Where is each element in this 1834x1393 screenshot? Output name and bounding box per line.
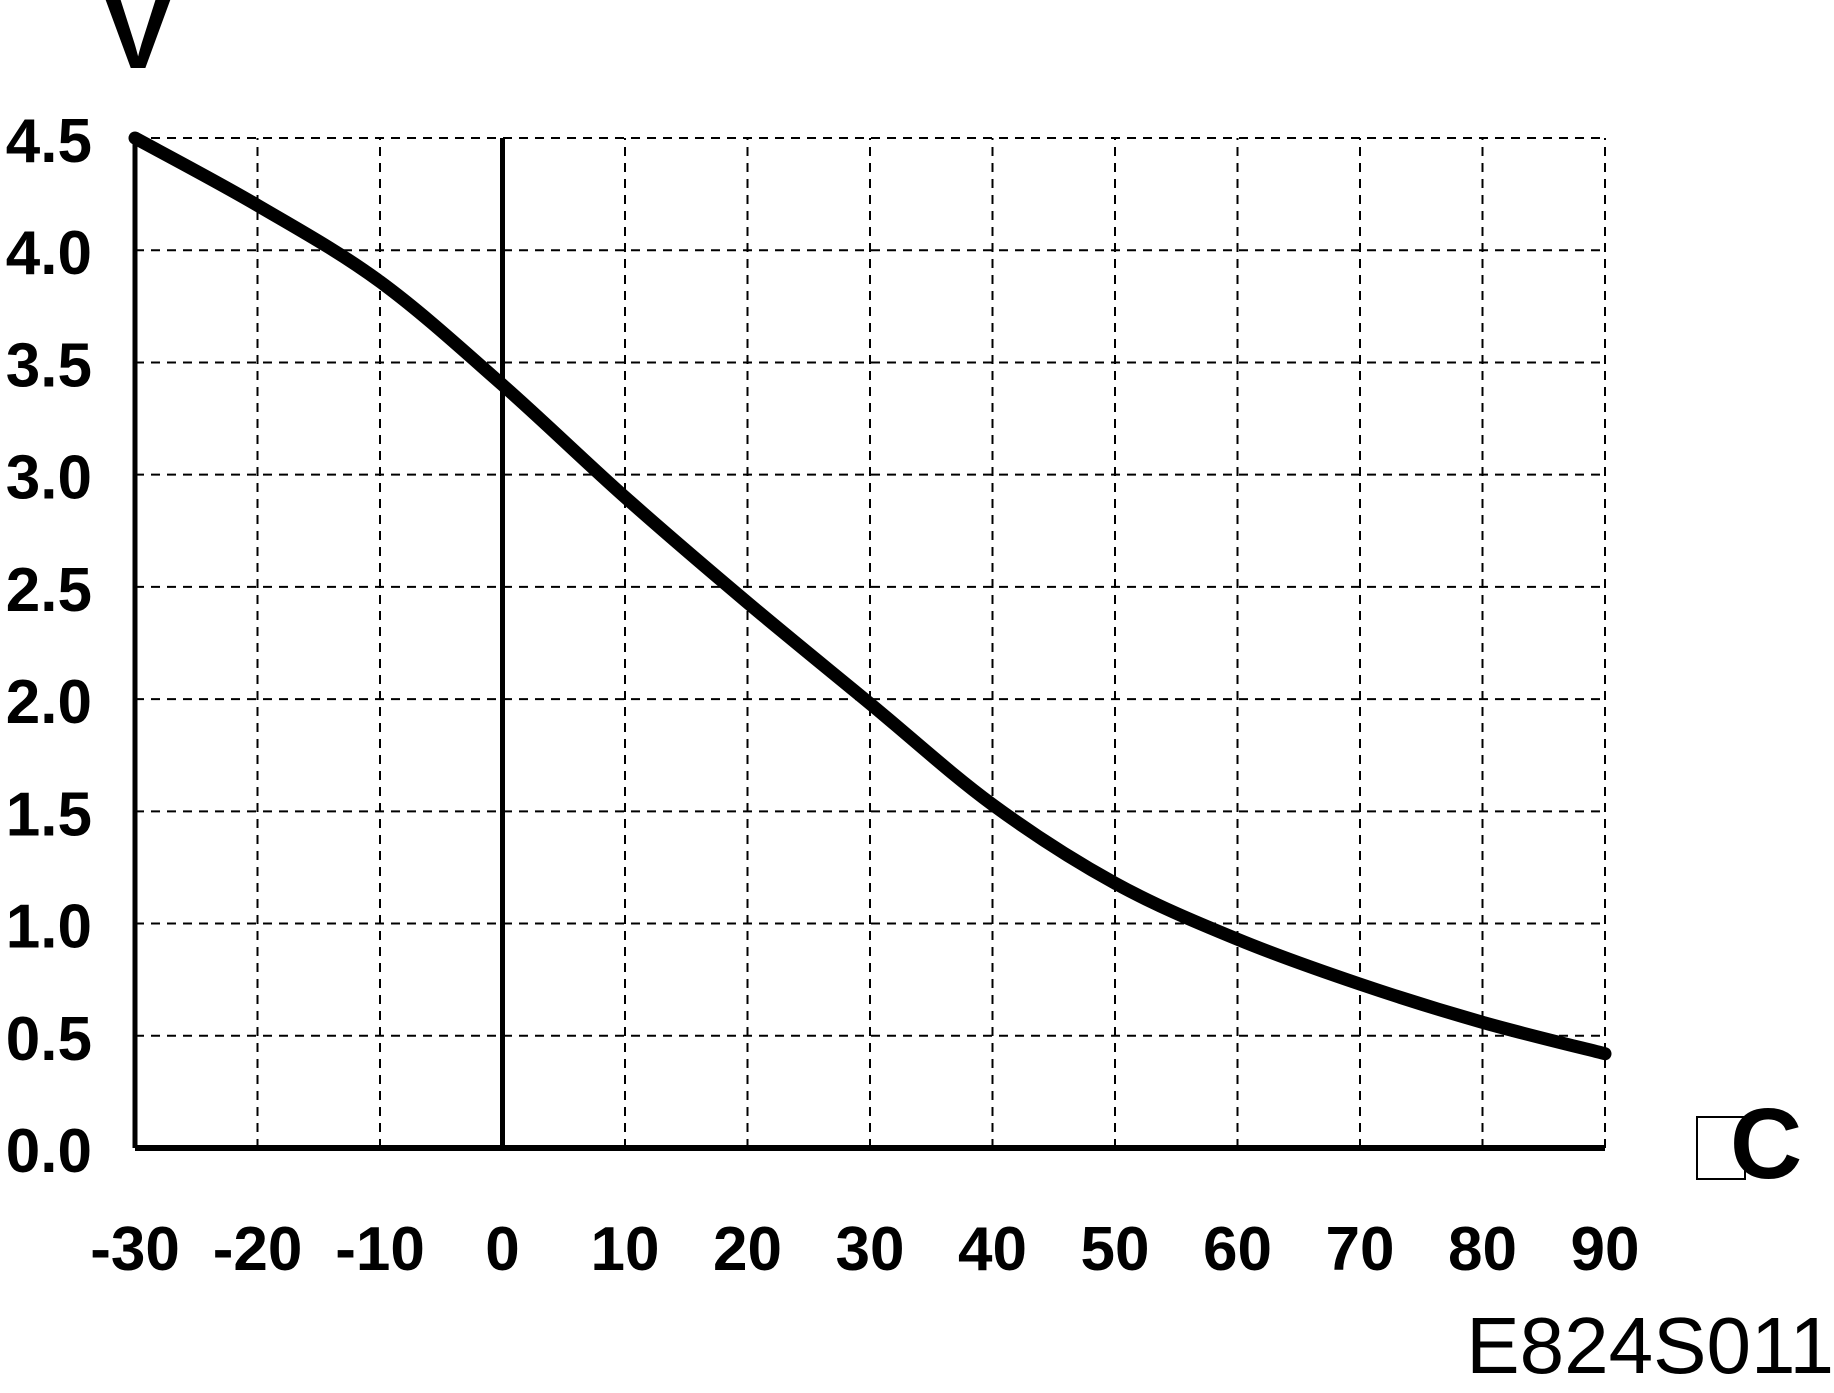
- grid: [135, 137, 1606, 1148]
- y-tick-label: 1.0: [6, 893, 92, 962]
- x-tick-label: 70: [1326, 1215, 1395, 1284]
- x-tick-label: 0: [485, 1215, 519, 1284]
- series-line-0: [128, 131, 1612, 1061]
- x-tick-label: 60: [1203, 1215, 1272, 1284]
- axes: [132, 138, 1605, 1151]
- x-tick-label: 40: [958, 1215, 1027, 1284]
- y-tick-label: 2.5: [6, 556, 92, 625]
- figure-code: E824S011: [1466, 1301, 1834, 1390]
- x-axis-label: C: [1730, 1088, 1802, 1200]
- x-tick-label: 20: [713, 1215, 782, 1284]
- y-tick-label: 0.0: [6, 1117, 92, 1186]
- x-tick-label: -30: [90, 1215, 180, 1284]
- y-tick-labels: 4.5 4.0 3.5 3.0 2.5 2.0 1.5 1.0 0.5 0.0: [6, 107, 92, 1186]
- x-tick-label: 10: [591, 1215, 660, 1284]
- y-tick-label: 1.5: [6, 780, 92, 849]
- x-tick-label: 90: [1571, 1215, 1640, 1284]
- y-tick-label: 2.0: [6, 668, 92, 737]
- y-tick-label: 3.5: [6, 331, 92, 400]
- y-axis-label: V: [105, 0, 172, 90]
- x-tick-label: -10: [335, 1215, 425, 1284]
- y-tick-label: 4.0: [6, 219, 92, 288]
- x-tick-label: 80: [1448, 1215, 1517, 1284]
- x-tick-label: -20: [213, 1215, 303, 1284]
- y-tick-label: 4.5: [6, 107, 92, 176]
- y-tick-label: 3.0: [6, 444, 92, 513]
- x-tick-labels: -30 -20 -10 0 10 20 30 40 50 60 70 80 90: [90, 1215, 1639, 1284]
- x-tick-label: 30: [836, 1215, 905, 1284]
- series: [128, 131, 1612, 1061]
- x-tick-label: 50: [1081, 1215, 1150, 1284]
- degree-symbol-box: [1696, 1116, 1746, 1180]
- y-tick-label: 0.5: [6, 1005, 92, 1074]
